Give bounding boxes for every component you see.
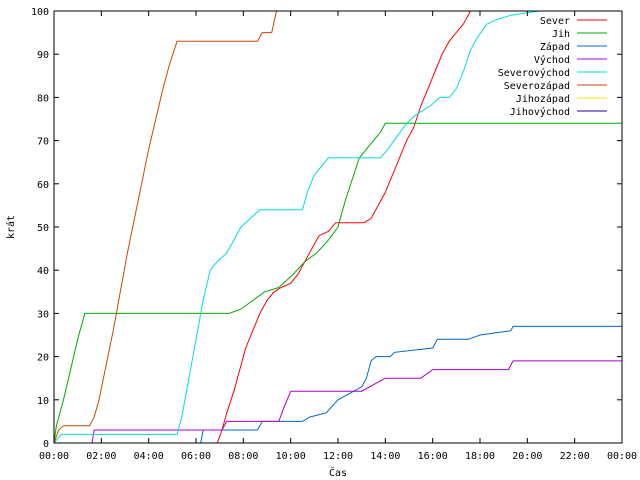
y-tick-label: 90 bbox=[37, 50, 49, 61]
y-tick-label: 10 bbox=[37, 396, 49, 407]
x-tick-label: 00:00 bbox=[39, 451, 69, 462]
x-tick-label: 06:00 bbox=[181, 451, 211, 462]
x-tick-label: 04:00 bbox=[134, 451, 164, 462]
y-tick-label: 50 bbox=[37, 223, 49, 234]
x-tick-label: 22:00 bbox=[560, 451, 590, 462]
y-tick-label: 20 bbox=[37, 353, 49, 364]
series-line-1 bbox=[54, 10, 471, 444]
legend-label: Jihozápad bbox=[516, 93, 570, 105]
plot-series-layer bbox=[53, 10, 622, 444]
x-tick-label: 02:00 bbox=[86, 451, 116, 462]
x-axis: 00:00 02:00 04:00 06:00 08:00 10:00 12:00 14:00… bbox=[39, 11, 637, 462]
y-tick-label: 30 bbox=[37, 309, 49, 320]
y-tick-label: 40 bbox=[37, 266, 49, 277]
legend-label: Severovýchod bbox=[498, 67, 570, 79]
x-tick-label: 10:00 bbox=[276, 451, 306, 462]
y-axis: 0 10 20 30 40 50 60 70 80 90 100 bbox=[31, 7, 622, 450]
x-tick-label: 00:00 bbox=[607, 451, 637, 462]
legend-label: Západ bbox=[540, 41, 570, 53]
y-tick-label: 70 bbox=[37, 137, 49, 148]
legend-label: Severozápad bbox=[504, 80, 570, 92]
x-tick-label: 18:00 bbox=[465, 451, 495, 462]
series-line-4 bbox=[54, 360, 622, 444]
y-tick-label: 80 bbox=[37, 93, 49, 104]
y-tick-label: 60 bbox=[37, 180, 49, 191]
x-tick-label: 12:00 bbox=[323, 451, 353, 462]
legend-label: Jihovýchod bbox=[510, 106, 570, 118]
legend-label: Jih bbox=[552, 29, 570, 40]
series-line-6 bbox=[53, 10, 277, 444]
y-tick-label: 0 bbox=[43, 439, 49, 450]
series-line-5 bbox=[53, 10, 622, 444]
y-axis-title: krát bbox=[5, 215, 17, 239]
x-tick-label: 14:00 bbox=[370, 451, 400, 462]
x-tick-label: 20:00 bbox=[512, 451, 542, 462]
series-line-2 bbox=[53, 122, 622, 444]
y-tick-label: 100 bbox=[31, 7, 49, 18]
legend-label: Východ bbox=[534, 54, 570, 66]
x-tick-label: 16:00 bbox=[418, 451, 448, 462]
legend-label: Sever bbox=[540, 16, 570, 27]
x-tick-label: 08:00 bbox=[228, 451, 258, 462]
series-line-3 bbox=[54, 325, 622, 444]
x-axis-title: Čas bbox=[329, 466, 347, 479]
legend: Sever JihZápadVýchodSeverovýchodSeverozáp… bbox=[498, 16, 607, 118]
